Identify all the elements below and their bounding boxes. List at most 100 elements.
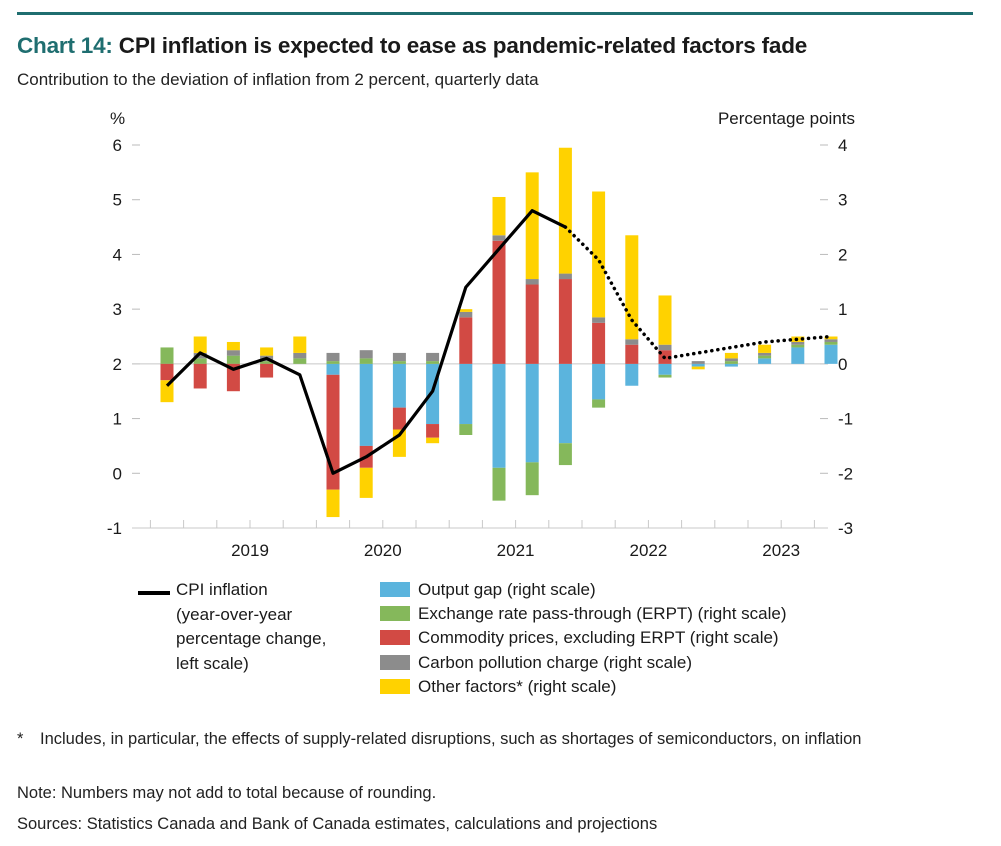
bar-commodity — [160, 363, 174, 381]
legend-cpi-line-2: (year-over-year — [176, 604, 293, 624]
left-tick-label: 1 — [113, 410, 122, 429]
footnote-star: * — [17, 730, 24, 748]
bar-carbon — [193, 352, 207, 359]
legend-erpt-swatch — [380, 606, 410, 621]
bar-output-gap — [691, 363, 705, 367]
bar-output-gap — [326, 363, 340, 375]
bar-other — [426, 437, 440, 444]
bar-other — [359, 467, 373, 498]
bar-other — [525, 172, 539, 280]
bar-erpt — [226, 355, 240, 364]
bar-other — [592, 191, 606, 318]
axes-group: -1 0 1 2 3 4 5 6 -3 -2 -1 0 1 2 3 4% Percentage points 20… — [107, 109, 855, 560]
chart-number: Chart 14: — [17, 33, 113, 58]
right-axis-label: Percentage points — [718, 109, 855, 128]
bar-carbon — [592, 317, 606, 323]
bar-output-gap — [525, 363, 539, 463]
legend-erpt: Exchange rate pass-through (ERPT) (right… — [418, 604, 787, 623]
bar-carbon — [658, 344, 672, 351]
legend-output-gap: Output gap (right scale) — [418, 580, 596, 599]
bar-carbon — [392, 352, 406, 362]
bar-other — [226, 341, 240, 351]
bar-output-gap — [592, 363, 606, 400]
bar-carbon — [226, 350, 240, 356]
bar-other — [492, 196, 506, 236]
bar-erpt — [558, 443, 572, 466]
bar-output-gap — [558, 363, 572, 444]
bar-commodity — [558, 279, 572, 364]
legend-commodity-swatch — [380, 630, 410, 645]
bar-erpt — [426, 361, 440, 364]
bar-output-gap — [658, 363, 672, 375]
right-tick-label: -3 — [838, 519, 853, 538]
right-tick-label: 0 — [838, 355, 847, 374]
bar-commodity — [226, 363, 240, 392]
year-label: 2020 — [364, 541, 402, 560]
chart-plot: -1 0 1 2 3 4 5 6 -3 -2 -1 0 1 2 3 4% Percentage points 20… — [107, 109, 855, 560]
bar-carbon — [525, 279, 539, 285]
bar-commodity — [525, 284, 539, 364]
cpi-line-group — [165, 209, 833, 475]
bar-erpt — [459, 424, 473, 435]
bar-carbon — [558, 273, 572, 280]
bar-carbon — [824, 339, 838, 342]
cpi-line-history — [165, 209, 567, 475]
bar-commodity — [392, 407, 406, 430]
year-label: 2021 — [497, 541, 535, 560]
bar-carbon — [459, 311, 473, 318]
bar-commodity — [592, 322, 606, 364]
legend-cpi-line-1: CPI inflation — [176, 580, 268, 599]
bar-other — [724, 352, 738, 359]
top-rule — [17, 12, 973, 15]
bar-carbon — [293, 352, 307, 359]
bar-output-gap — [791, 347, 805, 364]
right-tick-label: -2 — [838, 464, 853, 483]
bar-other — [293, 336, 307, 353]
left-tick-label: 5 — [113, 191, 122, 210]
bar-erpt — [791, 344, 805, 348]
bar-output-gap — [359, 363, 373, 446]
bar-other — [758, 344, 772, 353]
bar-output-gap — [625, 363, 639, 386]
legend-cpi: CPI inflation (year-over-year percentage… — [176, 578, 326, 676]
legend-other: Other factors* (right scale) — [418, 677, 617, 696]
bar-commodity — [459, 317, 473, 364]
year-label: 2019 — [231, 541, 269, 560]
sources: Sources: Statistics Canada and Bank of C… — [17, 815, 658, 833]
right-tick-label: 4 — [838, 136, 847, 155]
bar-erpt — [260, 361, 274, 364]
bar-erpt — [326, 361, 340, 364]
bar-erpt — [492, 467, 506, 501]
bar-erpt — [592, 399, 606, 408]
legend-commodity: Commodity prices, excluding ERPT (right … — [418, 628, 779, 647]
bar-other — [824, 336, 838, 340]
left-axis-label: % — [110, 109, 125, 128]
note: Note: Numbers may not add to total becau… — [17, 784, 437, 802]
bar-other — [691, 366, 705, 370]
bar-erpt — [525, 462, 539, 496]
bar-erpt — [392, 361, 406, 364]
bar-other — [625, 235, 639, 340]
bar-erpt — [293, 358, 307, 364]
cpi-line-projection — [563, 225, 833, 361]
left-tick-label: 3 — [113, 300, 122, 319]
bars-group — [160, 147, 838, 518]
bar-erpt — [758, 355, 772, 359]
bar-other — [260, 347, 274, 356]
bar-other — [326, 489, 340, 518]
legend-cpi-line-4: left scale) — [176, 653, 249, 673]
right-tick-label: -1 — [838, 410, 853, 429]
chart-title: Chart 14: CPI inflation is expected to e… — [17, 33, 807, 59]
bar-erpt — [824, 341, 838, 345]
bar-output-gap — [459, 363, 473, 425]
bar-commodity — [260, 363, 274, 378]
bar-carbon — [625, 339, 639, 345]
legend-carbon-swatch — [380, 655, 410, 670]
footnote-text: Includes, in particular, the effects of … — [40, 730, 862, 748]
bar-erpt — [359, 358, 373, 364]
footnote: * Includes, in particular, the effects o… — [17, 727, 977, 751]
bar-commodity — [193, 363, 207, 389]
bar-erpt — [724, 361, 738, 364]
left-tick-label: -1 — [107, 519, 122, 538]
legend-carbon: Carbon pollution charge (right scale) — [418, 653, 693, 672]
